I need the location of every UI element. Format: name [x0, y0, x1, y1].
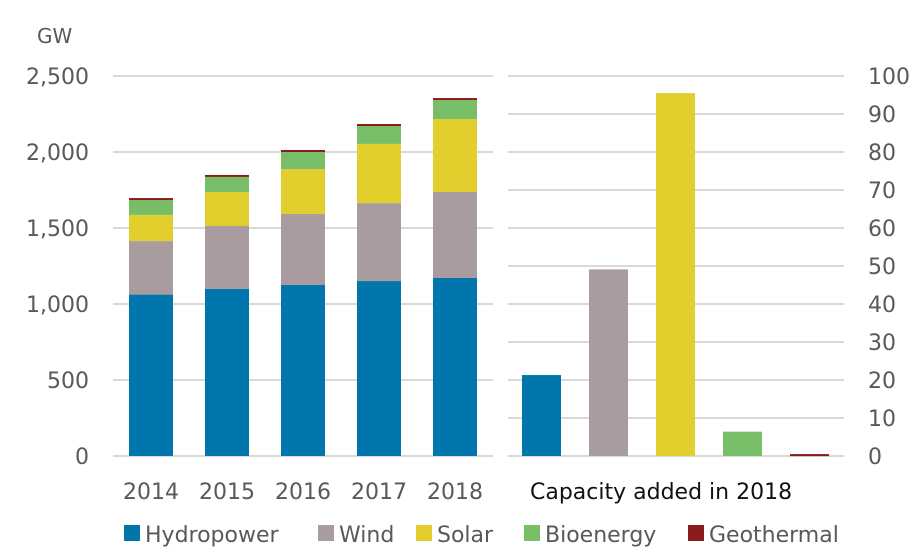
added-capacity-bars [522, 93, 829, 457]
right-y-tick-label: 40 [868, 293, 896, 318]
legend-label: Wind [339, 523, 394, 548]
x-category-label: 2014 [123, 480, 179, 505]
legend-swatch [524, 525, 540, 541]
left-y-axis-ticks: 0 500 1,000 1,500 2,000 2,500 [26, 65, 89, 470]
legend-swatch [124, 525, 140, 541]
left-y-tick-label: 1,500 [26, 217, 89, 242]
bar-segment-wind-2016 [281, 214, 325, 285]
left-y-tick-label: 2,000 [26, 141, 89, 166]
bar-segment-bioenergy-2015 [205, 176, 249, 192]
right-y-tick-label: 30 [868, 331, 896, 356]
x-category-label: 2018 [427, 480, 483, 505]
bar-segment-geothermal-2018 [433, 98, 477, 101]
x-category-label: 2015 [199, 480, 255, 505]
bar-segment-wind-2017 [357, 203, 401, 282]
bar-segment-geothermal-2014 [129, 198, 173, 201]
x-category-label: 2016 [275, 480, 331, 505]
legend-label: Bioenergy [545, 523, 656, 548]
legend-swatch [416, 525, 432, 541]
legend-item-geothermal: Geothermal [688, 523, 839, 548]
right-y-tick-label: 80 [868, 141, 896, 166]
bar-segment-wind-2014 [129, 241, 173, 295]
bar-segment-solar-2014 [129, 214, 173, 242]
right-y-tick-label: 100 [868, 65, 910, 90]
x-category-label: 2017 [351, 480, 407, 505]
bar-segment-solar-2017 [357, 143, 401, 204]
legend-label: Solar [437, 523, 494, 548]
bar-segment-hydropower-2015 [205, 288, 249, 456]
legend-item-wind: Wind [318, 523, 394, 548]
bar-segment-geothermal-2016 [281, 150, 325, 152]
right-y-tick-label: 0 [868, 445, 882, 470]
bar-segment-wind-2015 [205, 226, 249, 289]
bar-segment-bioenergy-2016 [281, 152, 325, 170]
bar-segment-hydropower-2018 [433, 278, 477, 456]
left-y-tick-label: 1,000 [26, 293, 89, 318]
bar-segment-hydropower-2017 [357, 281, 401, 456]
right-y-tick-label: 20 [868, 369, 896, 394]
right-panel-subtitle: Capacity added in 2018 [530, 480, 792, 505]
added-bar-wind [589, 269, 628, 456]
legend-swatch [688, 525, 704, 541]
legend-label: Geothermal [709, 523, 839, 548]
bar-segment-bioenergy-2017 [357, 126, 401, 144]
right-y-axis-ticks: 0 10 20 30 40 50 60 70 80 90 100 [868, 65, 910, 470]
bar-segment-solar-2018 [433, 119, 477, 192]
legend: Hydropower Wind Solar Bioenergy Geothermal [124, 523, 839, 548]
left-y-tick-label: 0 [75, 445, 89, 470]
legend-item-hydropower: Hydropower [124, 523, 280, 548]
added-bar-solar [656, 93, 695, 456]
left-x-axis-categories: 2014 2015 2016 2017 2018 [123, 480, 483, 505]
legend-swatch [318, 525, 334, 541]
right-y-tick-label: 70 [868, 179, 896, 204]
bar-segment-bioenergy-2018 [433, 100, 477, 120]
stacked-bars [129, 98, 477, 456]
added-bar-geothermal [790, 454, 829, 457]
right-y-tick-label: 50 [868, 255, 896, 280]
bar-segment-solar-2016 [281, 169, 325, 215]
legend-item-bioenergy: Bioenergy [524, 523, 656, 548]
bar-segment-solar-2015 [205, 191, 249, 227]
y-axis-unit-label: GW [37, 24, 72, 48]
bar-segment-wind-2018 [433, 191, 477, 279]
legend-label: Hydropower [145, 523, 280, 548]
right-y-tick-label: 60 [868, 217, 896, 242]
added-bar-bioenergy [723, 431, 762, 456]
bar-segment-bioenergy-2014 [129, 200, 173, 215]
left-y-tick-label: 500 [47, 369, 89, 394]
right-y-tick-label: 90 [868, 103, 896, 128]
bar-segment-geothermal-2015 [205, 174, 249, 177]
bar-segment-hydropower-2016 [281, 285, 325, 456]
bar-segment-hydropower-2014 [129, 294, 173, 456]
left-y-tick-label: 2,500 [26, 65, 89, 90]
legend-item-solar: Solar [416, 523, 494, 548]
bar-segment-geothermal-2017 [357, 124, 401, 127]
added-bar-hydropower [522, 375, 561, 456]
right-y-tick-label: 10 [868, 407, 896, 432]
